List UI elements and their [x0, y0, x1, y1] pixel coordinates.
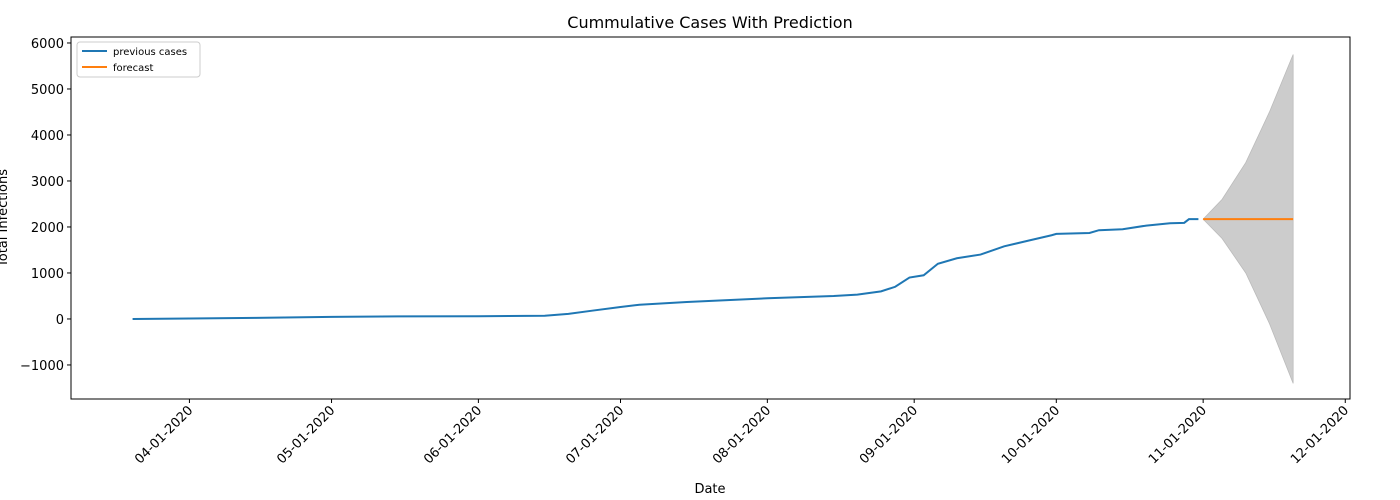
y-tick-label: 2000 — [31, 221, 64, 236]
y-tick-label: 6000 — [31, 37, 64, 52]
plot-frame — [70, 36, 1351, 400]
y-tick-label: 1000 — [31, 267, 64, 282]
legend-label: forecast — [113, 63, 154, 74]
y-tick-label: 5000 — [31, 83, 64, 98]
x-tick-label: 06-01-2020 — [421, 403, 485, 467]
x-tick-label: 08-01-2020 — [710, 403, 774, 467]
y-axis-label: Total Infections — [0, 169, 11, 268]
x-tick-label: 10-01-2020 — [999, 403, 1063, 467]
x-tick-label: 05-01-2020 — [274, 403, 338, 467]
y-tick-label: −1000 — [20, 359, 64, 374]
y-tick-label: 0 — [56, 313, 64, 328]
legend: previous cases forecast — [76, 41, 201, 78]
y-tick-label: 4000 — [31, 129, 64, 144]
legend-label: previous cases — [113, 47, 187, 58]
series-line — [132, 218, 1199, 320]
x-tick-label: 09-01-2020 — [857, 403, 921, 467]
x-tick-label: 12-01-2020 — [1288, 403, 1352, 467]
x-tick-label: 04-01-2020 — [132, 403, 196, 467]
legend-frame — [76, 41, 201, 78]
x-tick-label: 07-01-2020 — [563, 403, 627, 467]
x-axis-label: Date — [694, 482, 725, 497]
y-tick-label: 3000 — [31, 175, 64, 190]
chart-title: Cummulative Cases With Prediction — [567, 13, 852, 32]
x-tick-label: 11-01-2020 — [1146, 403, 1210, 467]
